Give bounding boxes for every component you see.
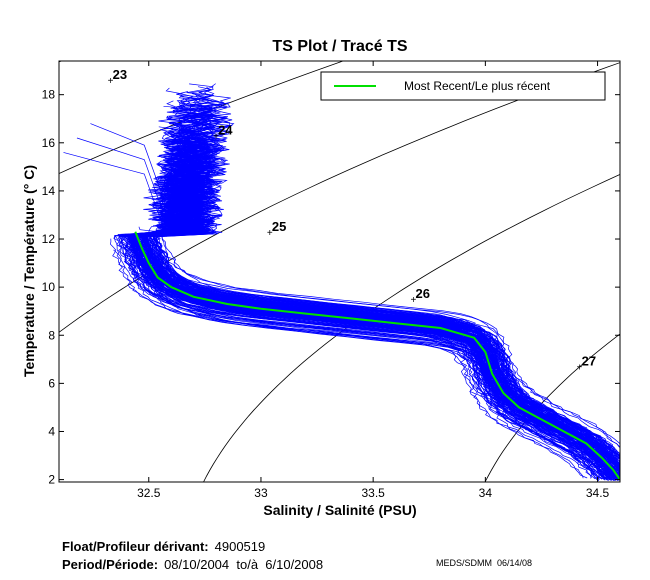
y-axis-label: Temperature / Température (° C) xyxy=(21,165,37,377)
legend-label-most-recent: Most Recent/Le plus récent xyxy=(404,79,551,93)
profile-line xyxy=(131,212,607,479)
profile-line xyxy=(153,203,620,450)
y-tick-label: 14 xyxy=(42,184,56,198)
legend: Most Recent/Le plus récent xyxy=(320,71,606,101)
x-tick-label: 32.5 xyxy=(137,486,161,500)
contour-marker: + xyxy=(108,76,114,87)
x-tick-label: 33 xyxy=(254,486,268,500)
y-tick-label: 18 xyxy=(42,88,56,102)
period-line: Period/Période: 08/10/2004 to/à 6/10/2008 xyxy=(62,556,323,574)
profile-line xyxy=(118,230,606,480)
chart-title: TS Plot / Tracé TS xyxy=(272,38,407,55)
y-tick-label: 4 xyxy=(48,424,55,438)
period-label: Period/Période: xyxy=(62,557,159,572)
contour-marker: + xyxy=(213,132,219,143)
profile-line xyxy=(144,234,620,472)
profile-line xyxy=(133,231,620,480)
profile-line xyxy=(113,249,588,479)
profile-line xyxy=(135,227,620,479)
contour-label-25: 25 xyxy=(272,219,286,234)
x-tick-label: 33.5 xyxy=(361,486,385,500)
profile-line xyxy=(124,237,599,481)
profile-line xyxy=(124,219,609,480)
contour-marker: + xyxy=(577,363,583,374)
profile-line xyxy=(136,206,617,479)
profile-line xyxy=(127,227,609,480)
profile-line xyxy=(110,238,584,479)
contour-label-24: 24 xyxy=(218,123,233,138)
x-tick-label: 34.5 xyxy=(586,486,610,500)
profile-line xyxy=(130,230,604,480)
period-value: 08/10/2004 to/à 6/10/2008 xyxy=(164,557,324,572)
x-tick-label: 34 xyxy=(479,486,493,500)
contour-label-26: 26 xyxy=(416,286,430,301)
y-tick-label: 12 xyxy=(42,232,56,246)
profile-line xyxy=(134,249,612,481)
profile-line xyxy=(123,227,602,480)
profile-line xyxy=(140,145,620,481)
contour-marker: + xyxy=(411,295,417,306)
most-recent-profile-line xyxy=(134,231,620,481)
profile-line xyxy=(139,102,620,476)
y-tick-label: 2 xyxy=(48,473,55,487)
profile-line xyxy=(143,114,620,467)
density-contour-26 xyxy=(203,174,620,482)
plot-frame xyxy=(58,60,621,483)
contour-label-23: 23 xyxy=(113,67,127,82)
profile-line xyxy=(63,152,168,237)
y-tick-label: 16 xyxy=(42,136,56,150)
profile-line xyxy=(76,137,168,223)
credit-text: MEDS/SDMM 06/14/08 xyxy=(436,558,533,568)
profile-line xyxy=(147,231,620,468)
profile-line xyxy=(146,223,620,467)
float-id-line: Float/Profileur dérivant: 4900519 xyxy=(62,538,265,556)
profile-line xyxy=(122,238,607,479)
profile-line xyxy=(126,208,608,480)
profile-line xyxy=(134,237,619,481)
profile-line xyxy=(90,123,168,208)
y-tick-label: 8 xyxy=(48,328,55,342)
profile-line xyxy=(121,105,610,479)
contour-marker: + xyxy=(267,228,273,239)
profile-line xyxy=(149,174,620,461)
profile-line xyxy=(142,235,620,478)
profile-line xyxy=(127,237,611,481)
profile-line xyxy=(131,203,611,478)
profile-line xyxy=(121,230,592,479)
profile-line xyxy=(141,242,620,481)
y-tick-label: 6 xyxy=(48,376,55,390)
profile-line xyxy=(114,226,592,479)
contour-label-27: 27 xyxy=(582,354,596,369)
float-label: Float/Profileur dérivant: xyxy=(62,539,209,554)
float-value: 4900519 xyxy=(214,539,266,554)
profile-line xyxy=(161,83,620,445)
profile-line xyxy=(131,217,615,481)
profile-line xyxy=(129,104,612,481)
y-tick-label: 10 xyxy=(42,280,56,294)
profile-line xyxy=(145,237,620,464)
profile-line xyxy=(117,229,599,481)
x-axis-label: Salinity / Salinité (PSU) xyxy=(263,502,416,518)
profile-line xyxy=(128,175,612,480)
